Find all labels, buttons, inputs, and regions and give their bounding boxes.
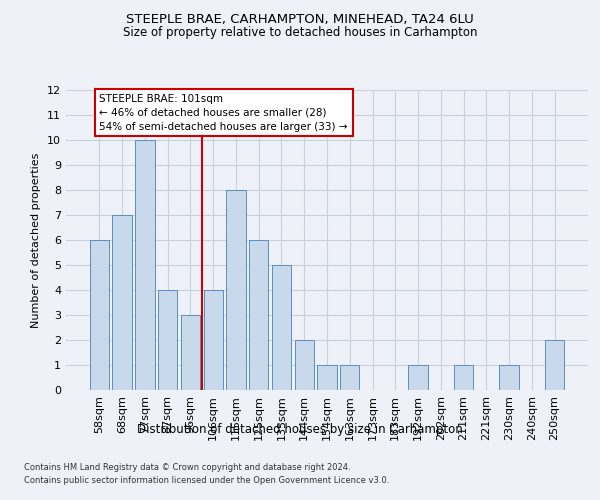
Y-axis label: Number of detached properties: Number of detached properties xyxy=(31,152,41,328)
Text: STEEPLE BRAE: 101sqm
← 46% of detached houses are smaller (28)
54% of semi-detac: STEEPLE BRAE: 101sqm ← 46% of detached h… xyxy=(100,94,348,132)
Text: Contains HM Land Registry data © Crown copyright and database right 2024.: Contains HM Land Registry data © Crown c… xyxy=(24,464,350,472)
Bar xyxy=(90,240,109,390)
Bar xyxy=(499,365,519,390)
Bar xyxy=(203,290,223,390)
Text: Distribution of detached houses by size in Carhampton: Distribution of detached houses by size … xyxy=(137,422,463,436)
Bar xyxy=(340,365,359,390)
Text: STEEPLE BRAE, CARHAMPTON, MINEHEAD, TA24 6LU: STEEPLE BRAE, CARHAMPTON, MINEHEAD, TA24… xyxy=(126,12,474,26)
Bar xyxy=(295,340,314,390)
Bar xyxy=(112,215,132,390)
Text: Contains public sector information licensed under the Open Government Licence v3: Contains public sector information licen… xyxy=(24,476,389,485)
Bar xyxy=(317,365,337,390)
Bar xyxy=(135,140,155,390)
Bar xyxy=(409,365,428,390)
Bar xyxy=(158,290,178,390)
Bar xyxy=(226,190,245,390)
Text: Size of property relative to detached houses in Carhampton: Size of property relative to detached ho… xyxy=(123,26,477,39)
Bar xyxy=(454,365,473,390)
Bar xyxy=(249,240,268,390)
Bar xyxy=(545,340,564,390)
Bar xyxy=(181,315,200,390)
Bar xyxy=(272,265,291,390)
